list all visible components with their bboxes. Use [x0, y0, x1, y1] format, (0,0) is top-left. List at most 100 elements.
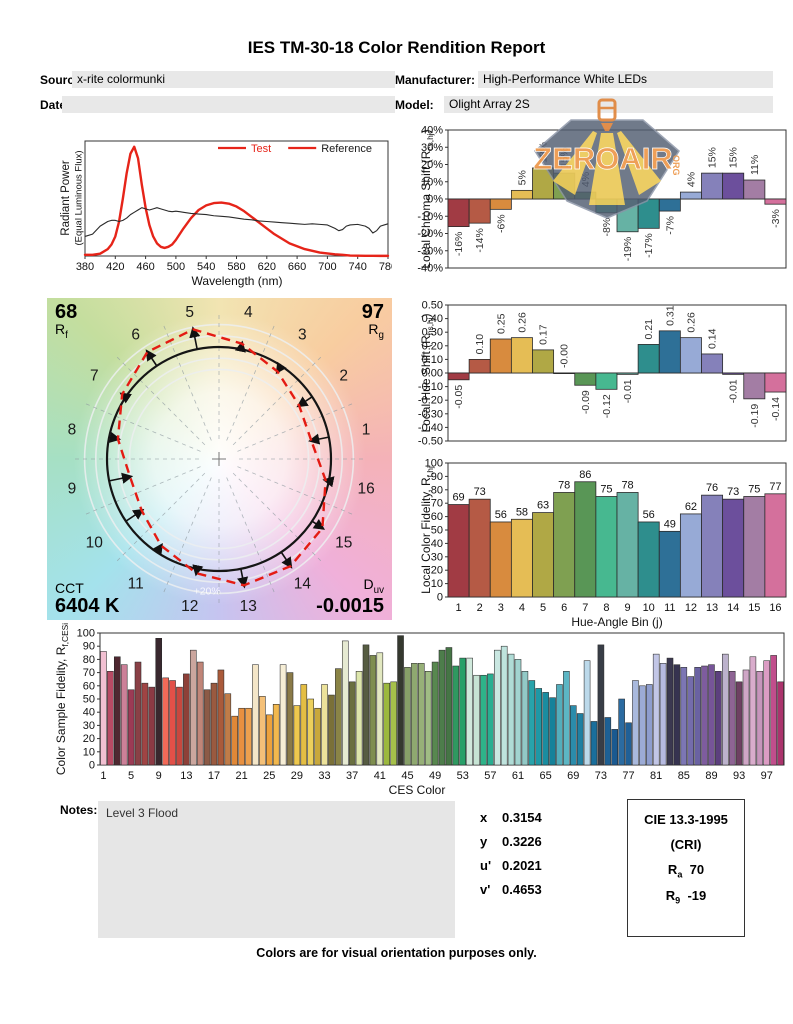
- y-tick-label: 0.20: [422, 340, 443, 352]
- bar: [279, 664, 287, 766]
- bin-number: 9: [68, 480, 77, 497]
- bar: [245, 707, 252, 766]
- x-tick-label: 13: [706, 602, 718, 614]
- bar: [542, 692, 549, 766]
- ces-fidelity-chart: 100 90 80 70 60 50 40 30 20 10 0 1 5 9 13 17 21 25 29 33 37 4…: [50, 622, 790, 800]
- bar: [701, 172, 724, 200]
- y-tick-label: -0.50: [418, 436, 443, 448]
- x-tick-label: 53: [457, 770, 469, 782]
- bar: [764, 493, 787, 598]
- y-tick-label: 40: [431, 538, 443, 550]
- bar: [293, 705, 301, 766]
- hue-bin-spoke: [232, 354, 324, 446]
- spectral-plot: 380 420 460 500 540 580 620 660 700 740 780 Test Ref…: [76, 140, 397, 273]
- y-tick-label: 30: [431, 551, 443, 563]
- bar-value-label: 0.14: [707, 328, 719, 349]
- bar-value-label: 0.10: [474, 334, 486, 355]
- bar: [183, 673, 190, 766]
- bar: [489, 521, 512, 598]
- x-tick-label: 29: [291, 770, 303, 782]
- bar: [616, 198, 639, 233]
- spectral-ylabel-1: Radiant Power: [60, 160, 72, 236]
- bar: [210, 682, 218, 766]
- y-tick-label: 100: [425, 458, 443, 470]
- bar-value-label: -3%: [770, 209, 782, 228]
- bar: [637, 344, 660, 374]
- bar: [468, 198, 491, 224]
- bar: [259, 696, 266, 766]
- bin-number: 16: [357, 480, 374, 497]
- bar: [272, 704, 280, 766]
- bar: [127, 689, 135, 766]
- bar: [252, 664, 259, 766]
- bin-number: 8: [68, 422, 77, 439]
- bar-value-label: 77: [769, 481, 781, 493]
- x-tick-label: 420: [106, 261, 124, 273]
- chromaticity-block: x 0.3154 y 0.3226 u' 0.2021 v' 0.4653: [480, 806, 542, 902]
- y-tick-label: 0: [437, 592, 443, 604]
- spectral-chart: 380 420 460 500 540 580 620 660 700 740 780 Test Ref…: [58, 126, 397, 294]
- bar: [553, 172, 576, 200]
- bar: [487, 673, 494, 766]
- shift-arrow: [280, 551, 293, 569]
- legend-label: Test: [251, 143, 271, 155]
- bin-number: 1: [362, 422, 371, 439]
- x-tick-label: 33: [318, 770, 330, 782]
- x-tick-label: 8: [603, 602, 609, 614]
- x-tick-label: 11: [664, 602, 675, 614]
- bar: [231, 715, 239, 766]
- bar: [595, 372, 618, 390]
- bar-value-label: -17%: [643, 233, 655, 258]
- rg-score: 97 Rg: [361, 301, 384, 342]
- bar: [722, 172, 745, 200]
- y-tick-label: 60: [83, 680, 95, 692]
- bar: [708, 664, 715, 766]
- bar: [141, 682, 149, 766]
- bin-number: 5: [185, 304, 194, 321]
- bar-value-label: -0.05: [453, 385, 465, 409]
- bar: [645, 684, 653, 766]
- shift-arrow: [192, 564, 204, 577]
- x-tick-label: 460: [136, 261, 154, 273]
- bin-number: 15: [335, 534, 352, 551]
- x-tick-label: 69: [567, 770, 579, 782]
- x-tick-label: 740: [349, 261, 367, 273]
- footer-disclaimer: Colors are for visual orientation purpos…: [256, 946, 537, 960]
- x-tick-label: 6: [561, 602, 567, 614]
- bar-value-label: 15%: [559, 147, 571, 168]
- x-tick-label: 21: [236, 770, 248, 782]
- bin-number: 10: [86, 534, 104, 551]
- x-tick-label: 1: [100, 770, 106, 782]
- x-tick-label: 85: [678, 770, 690, 782]
- bar-value-label: 86: [579, 469, 591, 481]
- bar: [637, 198, 660, 229]
- x-tick-label: 7: [582, 602, 588, 614]
- shift-arrow: [145, 349, 158, 367]
- source-value: x-rite colormunki: [72, 71, 395, 88]
- y-tick-label: 20: [83, 733, 95, 745]
- bar: [625, 722, 632, 766]
- bar: [549, 697, 556, 766]
- chromaticity-u: u' 0.2021: [480, 858, 542, 873]
- bar: [770, 655, 777, 766]
- y-tick-label: 70: [431, 498, 443, 510]
- bar: [335, 668, 342, 766]
- y-tick-label: 30: [83, 720, 95, 732]
- bar: [265, 714, 273, 766]
- chromaticity-y: y 0.3226: [480, 834, 542, 849]
- bar-value-label: 0.17: [538, 324, 550, 345]
- bar: [390, 681, 397, 766]
- bar: [447, 198, 470, 228]
- y-tick-label: 90: [83, 641, 95, 653]
- hue-bin-spoke: [82, 466, 201, 517]
- bar-value-label: 18%: [538, 142, 550, 163]
- x-tick-label: 620: [258, 261, 276, 273]
- x-tick-label: 660: [288, 261, 306, 273]
- shift-arrow: [296, 396, 313, 408]
- bar: [553, 372, 576, 375]
- bin-number: 12: [181, 598, 198, 615]
- x-tick-label: 2: [477, 602, 483, 614]
- series-test: [83, 145, 390, 258]
- bar-value-label: 76: [706, 482, 718, 494]
